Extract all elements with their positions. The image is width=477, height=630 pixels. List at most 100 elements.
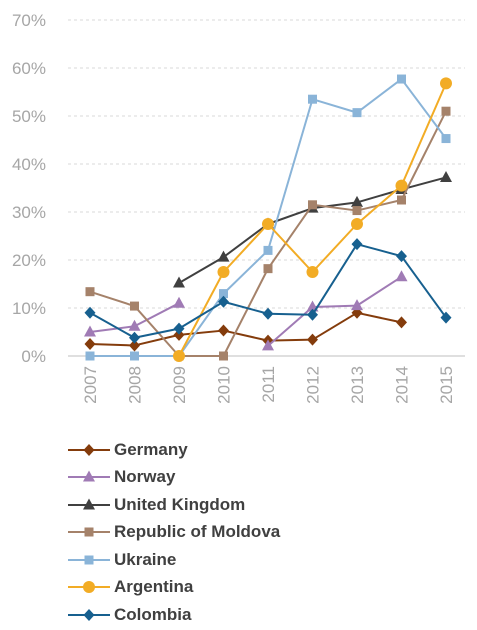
- y-tick-label: 60%: [12, 59, 46, 78]
- data-point: [84, 306, 96, 319]
- y-tick-label: 40%: [12, 155, 46, 174]
- data-point: [397, 195, 406, 205]
- line-chart: 0% 10% 20% 30% 40% 50% 60% 70% 2007 2008 2009 2010…: [12, 11, 465, 404]
- data-point: [308, 94, 317, 104]
- series-lines: [84, 74, 452, 362]
- legend-item-norway: Norway: [68, 464, 448, 492]
- legend-label: Norway: [114, 467, 176, 487]
- data-point: [217, 266, 230, 278]
- data-point: [130, 351, 139, 361]
- y-tick-label: 70%: [12, 11, 46, 30]
- x-tick-label: 2011: [259, 366, 278, 403]
- data-point: [218, 295, 229, 308]
- data-point: [128, 319, 141, 331]
- legend-swatch: [68, 555, 110, 565]
- data-point: [129, 339, 140, 352]
- x-tick-label: 2007: [81, 366, 100, 404]
- data-point: [219, 289, 228, 299]
- series-norway: [84, 270, 408, 351]
- data-point: [262, 218, 274, 230]
- data-point: [441, 106, 451, 116]
- data-point: [173, 350, 185, 362]
- data-point: [173, 328, 185, 341]
- x-axis-tick-labels: 2007 2008 2009 2010 2011 2012 2013 2014 2015: [81, 366, 456, 404]
- legend-item-colombia: Colombia: [68, 601, 448, 629]
- legend-label: Ukraine: [114, 549, 177, 569]
- data-point: [396, 316, 407, 329]
- data-point: [173, 322, 185, 335]
- data-point: [352, 108, 362, 118]
- series-line: [89, 311, 402, 347]
- legend-swatch: [68, 443, 110, 456]
- data-point: [440, 77, 452, 90]
- legend: Germany Norway United Kingdom Republic of M…: [68, 436, 448, 629]
- legend-swatch-marker: [83, 608, 95, 621]
- data-point: [441, 134, 451, 144]
- data-point: [217, 250, 230, 262]
- data-point: [173, 276, 185, 288]
- series-germany: [84, 306, 407, 352]
- data-point: [84, 338, 96, 350]
- x-tick-label: 2008: [126, 366, 145, 404]
- legend-swatch: [68, 608, 110, 621]
- data-point: [85, 351, 95, 361]
- data-point: [397, 74, 406, 84]
- data-point: [306, 266, 319, 278]
- data-point: [85, 287, 95, 297]
- data-point: [351, 299, 363, 311]
- x-tick-label: 2015: [437, 366, 456, 404]
- legend-swatch: [68, 581, 110, 594]
- data-point: [262, 307, 274, 320]
- x-tick-label: 2013: [348, 366, 367, 404]
- legend-swatch: [68, 470, 110, 482]
- y-tick-label: 0%: [21, 347, 46, 366]
- data-point: [262, 339, 274, 351]
- data-point: [396, 250, 407, 263]
- data-point: [440, 311, 452, 324]
- legend-item-ukraine: Ukraine: [68, 546, 448, 574]
- data-point: [263, 264, 273, 274]
- legend-swatch: [68, 498, 110, 510]
- y-tick-label: 30%: [12, 203, 46, 222]
- y-axis-tick-labels: 0% 10% 20% 30% 40% 50% 60% 70%: [12, 11, 46, 366]
- data-point: [395, 270, 408, 282]
- data-point: [263, 245, 273, 255]
- series-argentina: [173, 77, 452, 362]
- legend-label: United Kingdom: [114, 494, 246, 514]
- data-point: [308, 200, 317, 210]
- legend-label: Argentina: [114, 577, 194, 597]
- data-point: [307, 308, 318, 321]
- legend-item-united-kingdom: United Kingdom: [68, 491, 448, 519]
- data-point: [219, 351, 228, 361]
- data-point: [440, 170, 452, 182]
- data-point: [351, 238, 363, 251]
- y-tick-label: 10%: [12, 299, 46, 318]
- legend-swatch-marker: [84, 527, 94, 537]
- data-point: [352, 206, 362, 216]
- series-colombia: [84, 238, 452, 344]
- legend-label: Republic of Moldova: [114, 522, 281, 542]
- x-tick-label: 2012: [304, 366, 323, 404]
- legend-label: Germany: [114, 439, 188, 459]
- data-point: [395, 179, 408, 192]
- y-tick-label: 20%: [12, 251, 46, 270]
- legend-swatch-marker: [83, 470, 95, 482]
- data-point: [129, 331, 140, 344]
- series-line: [267, 275, 403, 347]
- data-point: [130, 301, 139, 311]
- series-line: [89, 243, 447, 339]
- x-tick-label: 2014: [393, 366, 412, 404]
- x-tick-label: 2009: [170, 366, 189, 404]
- data-point: [307, 333, 318, 346]
- data-point: [351, 218, 363, 230]
- legend-item-argentina: Argentina: [68, 574, 448, 602]
- data-point: [218, 324, 229, 337]
- legend-item-germany: Germany: [68, 436, 448, 464]
- y-tick-label: 50%: [12, 107, 46, 126]
- legend-swatch-marker: [83, 498, 95, 510]
- data-point: [84, 325, 96, 337]
- data-point: [173, 296, 185, 308]
- legend-item-republic-of-moldova: Republic of Moldova: [68, 519, 448, 547]
- legend-swatch-marker: [83, 443, 95, 456]
- x-tick-label: 2010: [215, 366, 234, 404]
